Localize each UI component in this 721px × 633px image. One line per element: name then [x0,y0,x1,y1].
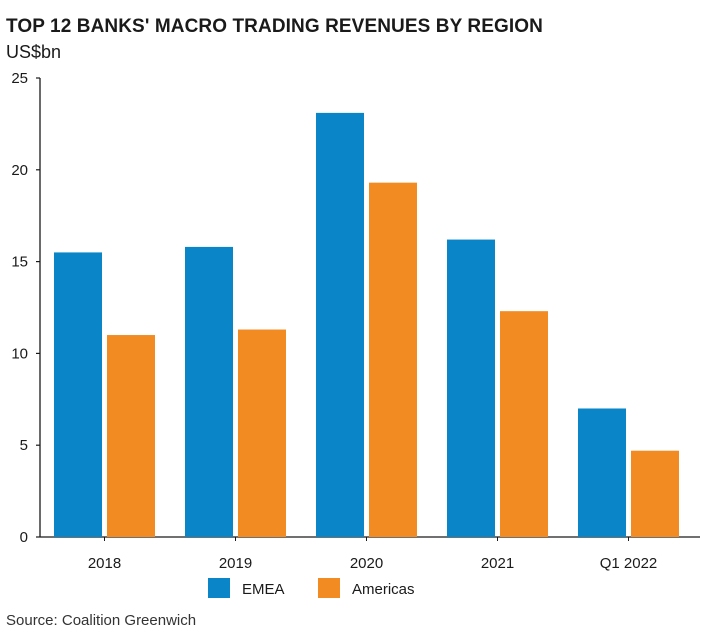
source-note: Source: Coalition Greenwich [6,612,197,629]
y-tick-label: 20 [11,162,28,179]
y-tick-labels: 0 5 10 15 20 25 [11,70,28,546]
y-tick-label: 15 [11,254,28,271]
bar-emea-2020 [316,112,364,537]
x-tick-label: 2018 [88,555,121,572]
x-tick-label: 2019 [219,555,252,572]
legend-label-emea: EMEA [242,581,285,598]
legend-swatch-emea [208,578,230,598]
legend: EMEA Americas [208,578,415,598]
bar-americas-2020 [369,182,417,538]
y-tick-label: 25 [11,70,28,87]
x-tick-label: 2021 [481,555,514,572]
y-axis-unit-label: US$bn [6,42,62,62]
bar-emea-2019 [185,246,233,538]
bar-emea-2021 [447,239,495,537]
legend-swatch-americas [318,578,340,598]
legend-label-americas: Americas [352,581,415,598]
bar-americas-2019 [238,329,286,537]
y-tick-label: 10 [11,345,28,362]
bar-americas-q1-2022 [631,450,679,537]
bars [54,112,679,538]
y-tick-label: 5 [20,437,28,454]
bar-americas-2018 [107,335,155,537]
chart-title: TOP 12 BANKS' MACRO TRADING REVENUES BY … [6,16,543,37]
x-tick-label: 2020 [350,555,383,572]
bar-emea-2018 [54,252,102,538]
bar-emea-q1-2022 [578,408,626,537]
x-tick-labels: 2018 2019 2020 2021 Q1 2022 [88,555,657,572]
y-tick-label: 0 [20,529,28,546]
bar-americas-2021 [500,311,548,537]
x-tick-label: Q1 2022 [600,555,658,572]
